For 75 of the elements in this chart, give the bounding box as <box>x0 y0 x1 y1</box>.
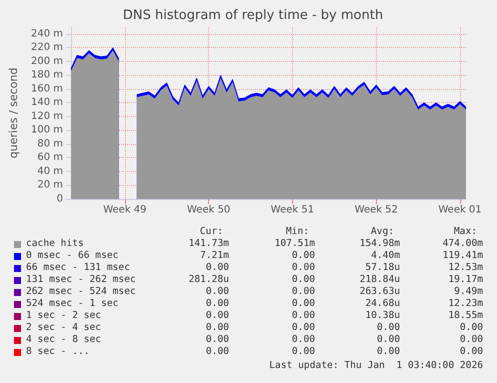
legend-label: 1 sec - 2 sec <box>26 310 102 322</box>
text: 0.00 <box>292 274 315 286</box>
text: 218.84u <box>360 274 400 286</box>
text: 7.21m <box>200 250 229 262</box>
text: 0.00 <box>376 334 400 346</box>
y-tick-label: 220 m <box>30 42 63 54</box>
legend-label: 0 msec - 66 msec <box>26 250 118 262</box>
text: 141.73m <box>188 238 229 250</box>
y-tick-label: 120 m <box>30 110 63 122</box>
text: 474.00m <box>442 238 483 250</box>
x-tick-label: Week 01 <box>438 204 482 216</box>
text: Avg: <box>370 226 394 238</box>
y-tick-label: 0 <box>56 194 63 204</box>
x-tick-label: Week 49 <box>103 204 147 216</box>
text: 0.00 <box>460 334 483 346</box>
text: 0.00 <box>292 250 315 262</box>
text: 0.00 <box>292 346 315 358</box>
chart-title: DNS histogram of reply time - by month <box>122 8 384 23</box>
text: 0.00 <box>376 346 400 358</box>
text: 0.00 <box>376 322 400 334</box>
legend-label: 131 msec - 262 msec <box>26 274 136 286</box>
text: 18.55m <box>448 310 483 322</box>
text: Min: <box>286 226 309 238</box>
text: 24.68u <box>365 298 400 310</box>
x-tick-label: Week 50 <box>186 204 230 216</box>
text: 12.23m <box>448 298 483 310</box>
y-tick-label: 100 m <box>30 124 63 136</box>
text: 0.00 <box>206 286 229 298</box>
y-tick-label: 60 m <box>37 152 63 164</box>
y-tick-label: 20 m <box>37 180 63 191</box>
legend-label: 66 msec - 131 msec <box>26 262 130 274</box>
text: Max: <box>454 226 477 238</box>
text: 0.00 <box>206 298 229 310</box>
text: 19.17m <box>448 274 483 286</box>
text: 154.98m <box>360 238 400 250</box>
y-tick-label: 240 m <box>30 28 63 40</box>
legend-label: 262 msec - 524 msec <box>26 286 136 298</box>
text: 0.00 <box>206 262 229 274</box>
y-tick-label: 80 m <box>37 138 63 150</box>
text: 10.38u <box>365 310 400 322</box>
y-tick-label: 200 m <box>30 56 63 67</box>
text: 0.00 <box>292 298 315 310</box>
text: 0.00 <box>206 334 229 346</box>
legend-label: 524 msec - 1 sec <box>26 298 118 310</box>
legend-label: 8 sec - ... <box>26 346 90 358</box>
y-tick-label: 140 m <box>30 97 63 108</box>
text: 0.00 <box>292 322 315 334</box>
legend-label: 4 sec - 8 sec <box>26 334 102 346</box>
text: Cur: <box>200 226 223 238</box>
text: 0.00 <box>460 346 483 358</box>
text: 281.28u <box>188 274 229 286</box>
text: Last update: Thu Jan 1 03:40:00 2026 <box>269 360 483 372</box>
text: 9.49m <box>454 286 483 298</box>
text: 107.51m <box>274 238 315 250</box>
text: 119.41m <box>442 250 483 262</box>
text: 4.40m <box>371 250 400 262</box>
text: 0.00 <box>206 346 229 358</box>
text: 263.63u <box>360 286 400 298</box>
x-tick-label: Week 52 <box>354 204 398 216</box>
y-axis-title: queries / second <box>7 68 20 158</box>
text: 0.00 <box>292 286 315 298</box>
text: 57.18u <box>365 262 400 274</box>
text: 0.00 <box>292 310 315 322</box>
y-tick-label: 160 m <box>30 83 63 94</box>
text: 0.00 <box>206 322 229 334</box>
text: 0.00 <box>292 334 315 346</box>
text: 12.53m <box>448 262 483 274</box>
legend-label: 2 sec - 4 sec <box>26 322 102 334</box>
y-tick-label: 180 m <box>30 70 63 81</box>
text: 0.00 <box>206 310 229 322</box>
x-tick-label: Week 51 <box>270 204 314 216</box>
text: 0.00 <box>292 262 315 274</box>
legend-label: cache hits <box>26 238 84 250</box>
text: 0.00 <box>460 322 483 334</box>
y-tick-label: 40 m <box>37 166 63 177</box>
